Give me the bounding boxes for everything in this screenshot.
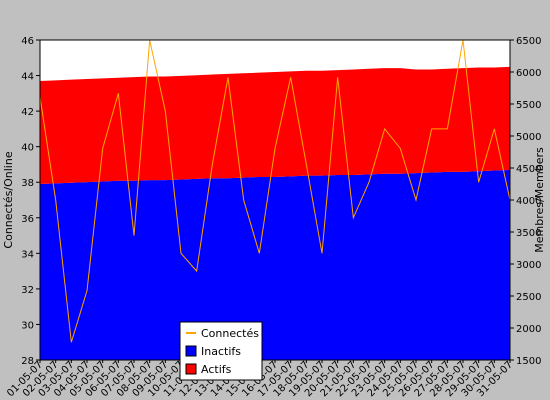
y2-tick-label: 6000 bbox=[516, 68, 541, 79]
y-tick-label: 36 bbox=[21, 214, 34, 225]
y-tick-label: 46 bbox=[21, 36, 34, 47]
y-tick-label: 28 bbox=[21, 356, 34, 367]
area bbox=[40, 66, 510, 184]
y2-tick-label: 2000 bbox=[516, 324, 541, 335]
y2-tick-label: 3500 bbox=[516, 228, 541, 239]
y-tick-label: 38 bbox=[21, 178, 34, 189]
y2-tick-label: 3000 bbox=[516, 260, 541, 271]
y-tick-label: 32 bbox=[21, 285, 34, 296]
y2-tick-label: 6500 bbox=[516, 36, 541, 47]
legend-label: Inactifs bbox=[201, 345, 241, 358]
y2-axis-label: Membres/Members bbox=[533, 147, 546, 253]
y-axis-label: Connectés/Online bbox=[2, 151, 15, 248]
y2-tick-label: 1500 bbox=[516, 356, 541, 367]
legend-swatch bbox=[185, 345, 197, 357]
y2-tick-label: 2500 bbox=[516, 292, 541, 303]
y2-tick-label: 5500 bbox=[516, 100, 541, 111]
legend-label: Actifs bbox=[201, 363, 232, 376]
line bbox=[39, 39, 511, 343]
y-tick-label: 44 bbox=[21, 72, 34, 83]
y2-tick-label: 5000 bbox=[516, 132, 541, 143]
y-tick-label: 34 bbox=[21, 249, 34, 260]
y2-tick-label: 4500 bbox=[516, 164, 541, 175]
y-tick-label: 30 bbox=[21, 320, 34, 331]
legend-label: Connectés bbox=[201, 327, 259, 340]
area bbox=[40, 169, 510, 360]
y-tick-label: 42 bbox=[21, 107, 34, 118]
y2-tick-label: 4000 bbox=[516, 196, 541, 207]
legend-swatch bbox=[185, 363, 197, 375]
y-tick-label: 40 bbox=[21, 143, 34, 154]
